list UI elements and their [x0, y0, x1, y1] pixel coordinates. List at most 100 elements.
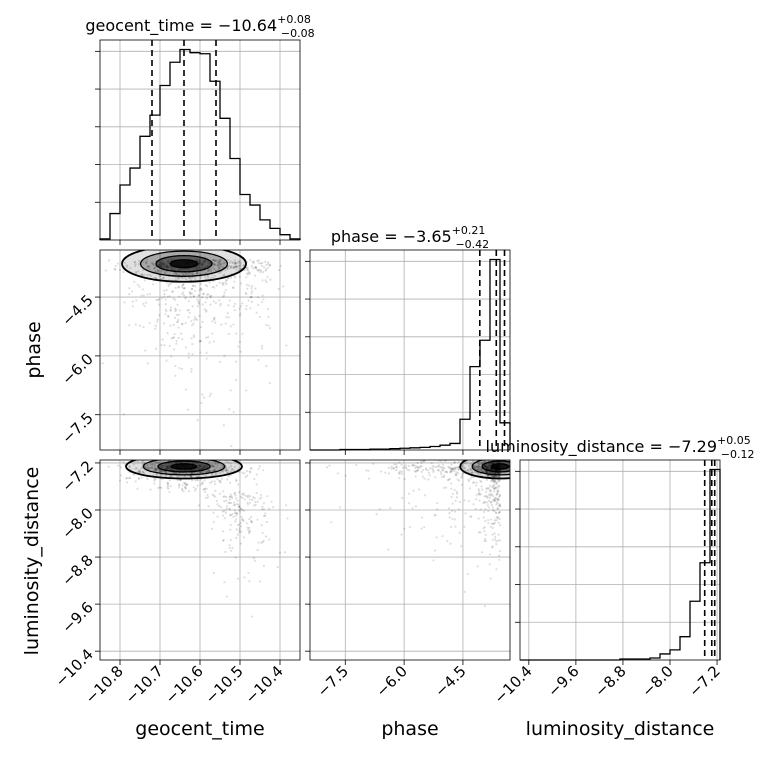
sample-point: [190, 277, 193, 280]
sample-point: [212, 317, 216, 320]
sample-point: [137, 477, 140, 480]
sample-point: [498, 538, 501, 542]
sample-point: [223, 274, 226, 277]
sample-point: [489, 467, 492, 470]
sample-point: [270, 500, 273, 503]
x-tick-label: −4.5: [431, 662, 469, 700]
sample-point: [455, 496, 459, 499]
sample-point: [498, 524, 502, 527]
sample-point: [206, 496, 210, 499]
sample-point: [237, 503, 240, 506]
sample-point: [493, 490, 496, 493]
sample-point: [261, 279, 264, 282]
sample-point: [432, 559, 435, 562]
sample-point: [167, 466, 170, 469]
sample-point: [192, 461, 195, 465]
sample-point: [497, 517, 500, 520]
sample-point: [473, 471, 477, 474]
sample-point: [138, 324, 142, 327]
sample-point: [179, 332, 183, 335]
sample-point: [144, 466, 147, 469]
sample-point: [231, 546, 234, 549]
sample-point: [423, 526, 426, 529]
sample-point: [162, 276, 166, 279]
sample-point: [207, 335, 210, 339]
sample-point: [231, 261, 234, 264]
sample-point: [455, 474, 458, 477]
sample-point: [173, 332, 176, 336]
sample-point: [163, 465, 166, 468]
sample-point: [130, 290, 134, 293]
sample-point: [243, 498, 246, 501]
sample-point: [450, 525, 453, 529]
sample-point: [239, 542, 243, 545]
sample-point: [135, 299, 138, 302]
sample-point: [249, 515, 253, 519]
sample-point: [197, 466, 200, 469]
sample-point: [223, 510, 226, 513]
sample-point: [487, 466, 490, 469]
sample-point: [206, 293, 209, 296]
sample-point: [189, 271, 193, 275]
sample-point: [169, 309, 172, 312]
sample-point: [498, 558, 501, 561]
sample-point: [485, 470, 488, 473]
sample-point: [182, 273, 185, 276]
sample-point: [484, 539, 487, 542]
sample-point: [265, 520, 268, 523]
sample-point: [483, 500, 486, 503]
sample-point: [167, 260, 170, 263]
sample-point: [455, 466, 459, 469]
x-tick-label: −10.4: [490, 662, 535, 707]
sample-point: [135, 467, 138, 470]
sample-point: [186, 408, 190, 411]
sample-point: [212, 258, 216, 261]
sample-point: [479, 468, 482, 471]
sample-point: [437, 468, 440, 472]
sample-point: [245, 469, 249, 473]
sample-point: [268, 538, 271, 541]
sample-point: [177, 313, 181, 316]
sample-point: [205, 351, 208, 354]
sample-point: [221, 530, 225, 533]
sample-point: [197, 294, 200, 297]
sample-point: [249, 467, 252, 470]
sample-point: [153, 463, 156, 466]
sample-point: [165, 281, 168, 285]
sample-point: [243, 494, 246, 497]
sample-point: [228, 261, 231, 265]
sample-point: [181, 488, 184, 492]
sample-point: [174, 461, 178, 464]
sample-point: [266, 266, 269, 270]
sample-point: [433, 549, 437, 552]
sample-point: [175, 273, 178, 276]
sample-point: [134, 263, 137, 266]
sample-point: [495, 503, 498, 506]
sample-point: [392, 466, 395, 470]
sample-point: [226, 461, 230, 464]
sample-point: [128, 465, 131, 469]
sample-point: [477, 488, 480, 491]
sample-point: [237, 345, 240, 348]
sample-point: [457, 468, 460, 471]
sample-point: [178, 486, 181, 489]
sample-point: [196, 478, 199, 481]
sample-point: [233, 302, 237, 305]
sample-point: [202, 465, 205, 468]
sample-point: [184, 482, 187, 485]
sample-point: [241, 518, 244, 521]
sample-point: [199, 478, 203, 481]
sample-point: [491, 479, 494, 482]
sample-point: [175, 271, 178, 275]
sample-point: [390, 467, 393, 470]
sample-point: [221, 282, 224, 285]
sample-point: [462, 472, 465, 475]
y-tick-label: −8.0: [58, 504, 96, 542]
sample-point: [246, 474, 249, 477]
sample-point: [469, 477, 472, 480]
sample-point: [141, 470, 144, 473]
sample-point: [135, 270, 138, 274]
sample-point: [495, 493, 498, 496]
sample-point: [203, 258, 206, 262]
sample-point: [166, 482, 169, 485]
